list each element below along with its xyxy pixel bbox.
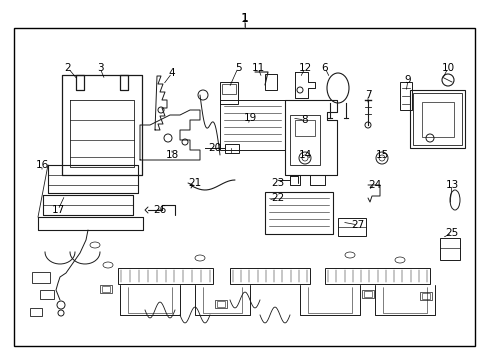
Bar bbox=[421, 102, 453, 137]
Bar bbox=[229, 268, 309, 284]
Text: 15: 15 bbox=[375, 150, 388, 160]
Bar bbox=[14, 28, 474, 346]
Bar bbox=[412, 93, 461, 145]
Bar bbox=[439, 238, 459, 260]
Text: 27: 27 bbox=[351, 220, 364, 230]
Bar bbox=[409, 90, 464, 148]
Text: 1: 1 bbox=[241, 13, 248, 23]
Text: 21: 21 bbox=[188, 178, 201, 188]
Text: 6: 6 bbox=[321, 63, 327, 73]
Bar bbox=[220, 82, 238, 104]
Text: 22: 22 bbox=[271, 193, 284, 203]
Bar bbox=[363, 291, 371, 297]
Bar bbox=[421, 293, 429, 299]
Text: 13: 13 bbox=[445, 180, 458, 190]
Text: 1: 1 bbox=[241, 12, 248, 24]
Text: 26: 26 bbox=[153, 205, 166, 215]
Text: 20: 20 bbox=[208, 143, 221, 153]
Bar bbox=[40, 290, 54, 299]
Bar bbox=[294, 120, 314, 136]
Bar bbox=[337, 218, 365, 236]
Text: 2: 2 bbox=[64, 63, 71, 73]
Text: 9: 9 bbox=[404, 75, 410, 85]
Bar bbox=[289, 115, 319, 165]
Bar bbox=[102, 286, 110, 292]
Text: 5: 5 bbox=[234, 63, 241, 73]
Text: 19: 19 bbox=[243, 113, 256, 123]
Bar bbox=[30, 308, 42, 316]
Text: 12: 12 bbox=[298, 63, 311, 73]
Bar bbox=[419, 292, 431, 300]
Bar bbox=[264, 74, 276, 90]
Text: 23: 23 bbox=[271, 178, 284, 188]
Bar bbox=[217, 301, 224, 307]
Text: 3: 3 bbox=[97, 63, 103, 73]
Bar bbox=[361, 290, 373, 298]
Text: 11: 11 bbox=[251, 63, 264, 73]
Bar bbox=[325, 268, 429, 284]
Bar bbox=[215, 300, 226, 308]
Text: 7: 7 bbox=[364, 90, 370, 100]
Bar bbox=[118, 268, 213, 284]
Text: 16: 16 bbox=[35, 160, 48, 170]
Bar bbox=[220, 100, 285, 150]
Bar bbox=[264, 192, 332, 234]
Text: 25: 25 bbox=[445, 228, 458, 238]
Bar bbox=[222, 84, 236, 94]
Bar bbox=[100, 285, 112, 293]
Text: 4: 4 bbox=[168, 68, 175, 78]
Text: 18: 18 bbox=[165, 150, 178, 160]
Bar bbox=[32, 272, 50, 283]
Bar bbox=[224, 144, 239, 153]
Text: 17: 17 bbox=[51, 205, 64, 215]
Text: 10: 10 bbox=[441, 63, 454, 73]
Text: 14: 14 bbox=[298, 150, 311, 160]
Text: 8: 8 bbox=[301, 115, 307, 125]
Bar bbox=[399, 82, 411, 110]
Text: 24: 24 bbox=[367, 180, 381, 190]
